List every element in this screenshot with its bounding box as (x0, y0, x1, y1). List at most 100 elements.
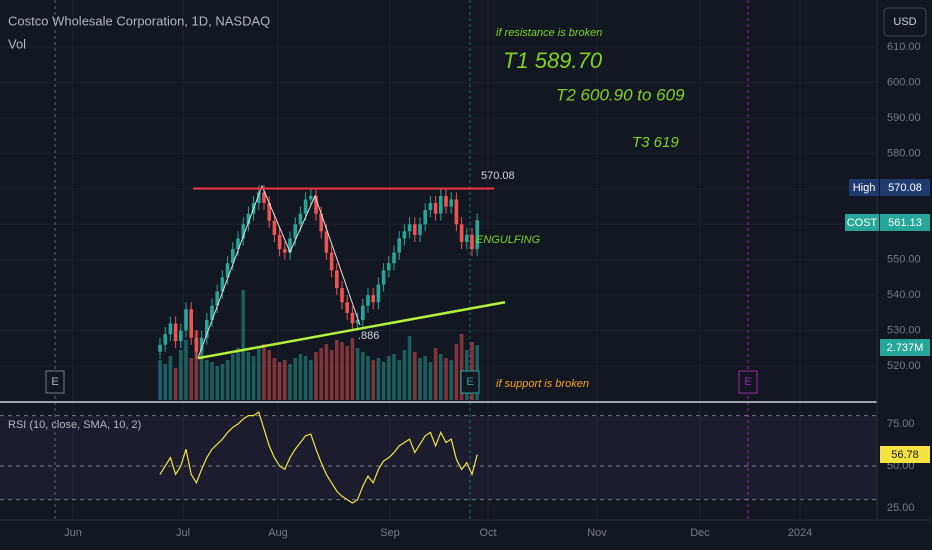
y-tick-label: 540.00 (887, 289, 921, 301)
annotation: T3 619 (632, 134, 679, 151)
candle-body (309, 195, 313, 200)
candles (158, 185, 479, 359)
candle-body (397, 238, 401, 253)
candle-body (272, 220, 277, 235)
candle-body (163, 334, 167, 345)
volume-bar (392, 354, 396, 400)
volume-bar (257, 348, 261, 400)
volume-tag (880, 339, 930, 356)
candle-body (465, 234, 469, 242)
symbol-tag-label: COST (847, 217, 878, 229)
volume-bar (314, 352, 318, 400)
volume-bar (262, 344, 266, 400)
candle-body (158, 344, 162, 352)
candle-body (413, 224, 417, 235)
volume-bar (387, 356, 391, 400)
volume-bar (215, 366, 219, 400)
candle-body (444, 195, 448, 207)
candle-body (366, 295, 370, 306)
annotation: .886 (358, 330, 379, 342)
annotation: ENGULFING (476, 234, 541, 246)
candle-body (314, 195, 318, 214)
earnings-marker[interactable] (460, 370, 480, 394)
candle-body (179, 330, 183, 342)
volume-bar (397, 360, 401, 400)
candle-body (231, 249, 235, 264)
candle-body (371, 295, 375, 303)
candle-body (262, 192, 266, 204)
y-tick-label: 530.00 (887, 324, 921, 336)
volume-bar (267, 350, 271, 400)
volume-bar (251, 356, 256, 400)
candle-body (340, 288, 344, 303)
candle-body (257, 192, 261, 204)
candle-body (376, 284, 381, 303)
high-price-tag (880, 179, 930, 196)
candle-body (319, 213, 323, 232)
volume-bar (428, 362, 433, 400)
candle-body (236, 238, 240, 250)
candle-body (199, 337, 204, 352)
rsi-tag (880, 446, 930, 463)
candle-body (303, 199, 308, 214)
volume-bar (210, 362, 214, 400)
y-tick-label: 600.00 (887, 76, 921, 88)
volume-bar (272, 358, 277, 400)
candle-body (277, 234, 282, 250)
currency: USD (893, 16, 916, 28)
candle-body (402, 231, 407, 239)
volume-bar (418, 358, 422, 400)
volume-bar (350, 338, 355, 400)
candle-body (428, 203, 433, 211)
volume-bar (444, 358, 448, 400)
candle-body (288, 238, 292, 253)
rsi-pane (0, 411, 877, 504)
candle-body (470, 234, 474, 250)
support-line (197, 300, 506, 360)
volume-bar (459, 334, 464, 400)
candle-body (387, 263, 391, 271)
candle-body (298, 213, 303, 225)
candle-body (246, 213, 251, 225)
volume-bar (173, 368, 178, 400)
volume-bar (288, 364, 292, 400)
earnings-marker[interactable] (738, 370, 758, 394)
candle-body (418, 224, 422, 235)
candle-body (293, 224, 297, 239)
candle-body (189, 309, 193, 338)
candle-body (439, 195, 443, 214)
annotation: if support is broken (496, 378, 589, 390)
y-tick-label: 580.00 (887, 147, 921, 159)
volume-bar (433, 348, 438, 400)
earnings-label: E (466, 376, 473, 388)
volume-bar (407, 336, 412, 400)
volume-bar (439, 354, 443, 400)
volume-bar (309, 360, 313, 400)
volume-bar (319, 348, 323, 400)
candle-body (392, 252, 396, 264)
earnings-marker[interactable] (45, 370, 65, 394)
earnings-label: E (744, 376, 751, 388)
x-tick-label: Sep (380, 527, 400, 539)
volume-bar (184, 340, 188, 400)
candle-body (220, 277, 225, 292)
volume-bar (194, 330, 199, 400)
x-tick-label: Aug (268, 527, 288, 539)
volume-bar (246, 352, 251, 400)
candle-body (361, 305, 365, 320)
candle-body (459, 224, 464, 242)
candle-body (345, 302, 349, 313)
candle-body (449, 199, 453, 207)
candle-body (215, 291, 219, 306)
candle-body (381, 270, 386, 285)
volume-bar (298, 354, 303, 400)
volume-bar (179, 350, 183, 400)
volume-bar (189, 358, 193, 400)
currency-button[interactable] (883, 7, 927, 37)
volume-bar (220, 364, 225, 400)
y-tick-label: 520.00 (887, 360, 921, 372)
volume-bar (454, 344, 459, 400)
pattern-line (197, 184, 361, 359)
